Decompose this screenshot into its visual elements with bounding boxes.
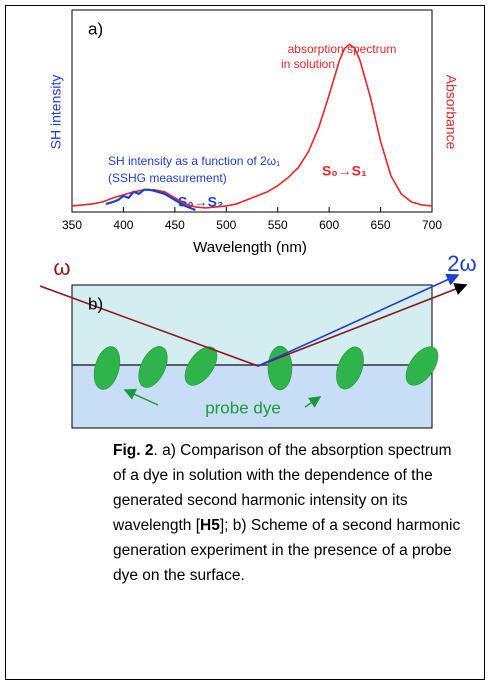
dye bbox=[184, 346, 218, 386]
annotation: SH intensity as a function of 2ω₁ bbox=[108, 154, 280, 168]
dye bbox=[267, 345, 293, 391]
annotation: in solution bbox=[281, 57, 335, 71]
x-tick-label: 450 bbox=[165, 218, 185, 232]
dye bbox=[138, 346, 168, 388]
caption: Fig. 2. a) Comparison of the absorption … bbox=[113, 438, 463, 588]
x-tick-label: 700 bbox=[422, 218, 442, 232]
x-tick-label: 350 bbox=[62, 218, 82, 232]
plot-frame bbox=[71, 9, 433, 213]
caption-text: . a) Comparison of the absorption spectr… bbox=[113, 442, 452, 534]
series-line bbox=[105, 188, 196, 212]
annotation: S₀→S₁ bbox=[322, 163, 367, 179]
annotation: (SSHG measurement) bbox=[108, 171, 227, 185]
pointer bbox=[304, 396, 322, 408]
y2-axis-label: Absorbance bbox=[443, 75, 459, 150]
annotation: absorption spectrum bbox=[288, 42, 397, 56]
dye bbox=[405, 346, 439, 386]
medium-top bbox=[72, 285, 432, 365]
x-tick-label: 400 bbox=[113, 218, 133, 232]
dye bbox=[336, 346, 364, 390]
x-tick-label: 650 bbox=[371, 218, 391, 232]
x-tick-label: 600 bbox=[319, 218, 339, 232]
x-axis-label: Wavelength (nm) bbox=[193, 239, 307, 256]
pointer bbox=[123, 388, 159, 406]
x-tick-label: 500 bbox=[216, 218, 236, 232]
dye bbox=[93, 346, 121, 390]
caption-label: Fig. 2 bbox=[113, 442, 154, 459]
panel-label: b) bbox=[88, 294, 103, 313]
caption-text: ]; b) Scheme of a second harmonic genera… bbox=[113, 517, 461, 584]
y-axis-label: SH intensity bbox=[48, 75, 64, 150]
dye-label: probe dye bbox=[205, 398, 281, 417]
two-omega-label: 2ω bbox=[447, 251, 476, 276]
medium-bottom bbox=[72, 365, 432, 428]
figure-frame bbox=[5, 5, 485, 680]
panel-label: a) bbox=[88, 19, 103, 38]
second-harmonic-beam bbox=[257, 273, 460, 367]
x-tick-label: 550 bbox=[268, 218, 288, 232]
omega-label: ω bbox=[53, 255, 70, 280]
dyes bbox=[93, 345, 439, 391]
caption-ref: H5 bbox=[200, 517, 220, 534]
